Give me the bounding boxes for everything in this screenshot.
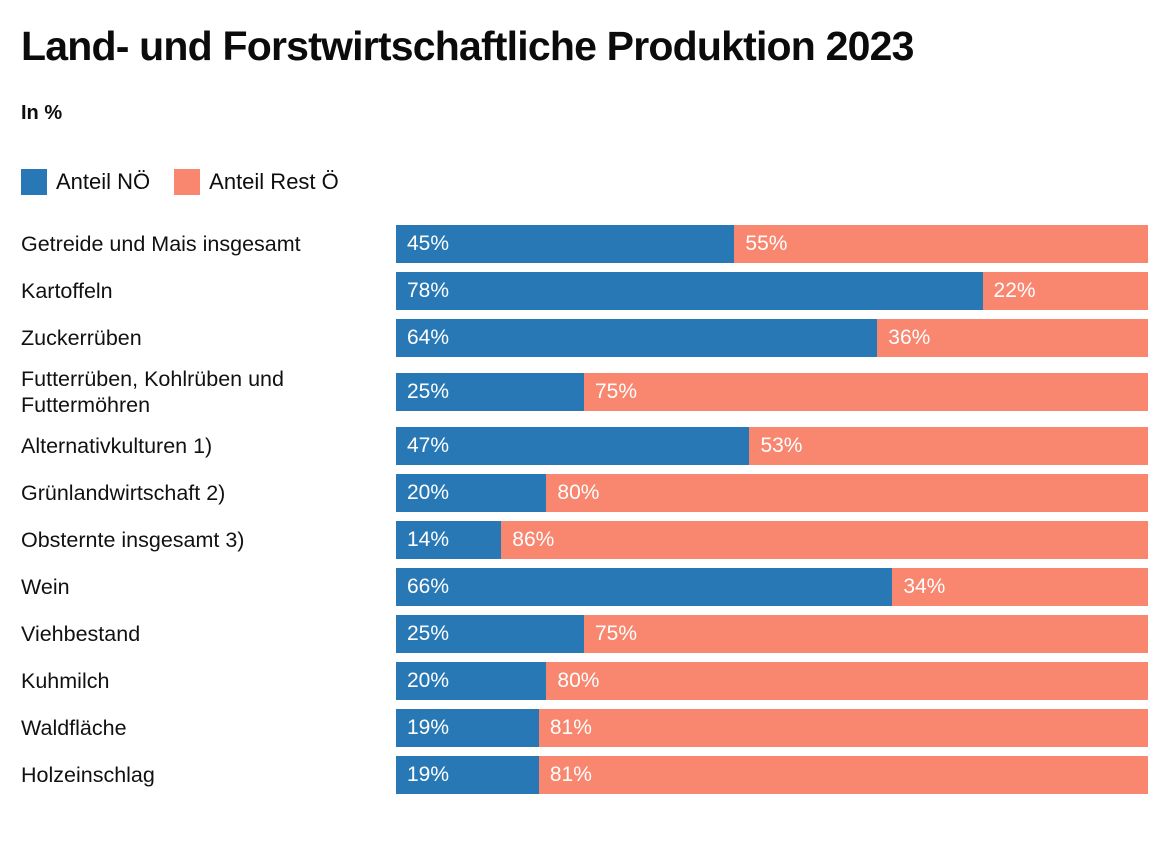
bar-segment-noe: 19% bbox=[396, 709, 539, 748]
legend-label-noe: Anteil NÖ bbox=[56, 168, 151, 194]
bar-segment-noe: 78% bbox=[396, 271, 983, 310]
bar-track: 25% 75% bbox=[396, 615, 1148, 654]
row-label: Getreide und Mais insgesamt bbox=[21, 231, 301, 256]
bar-value-noe: 64% bbox=[407, 325, 450, 349]
bar-segment-noe: 20% bbox=[396, 662, 547, 701]
bar-track: 20% 80% bbox=[396, 474, 1148, 513]
bar-value-noe: 19% bbox=[407, 763, 450, 787]
legend-item-noe: Anteil NÖ bbox=[21, 168, 151, 195]
bar-segment-noe: 25% bbox=[396, 373, 584, 412]
bar-value-noe: 14% bbox=[407, 528, 450, 552]
bar-segment-rest: 36% bbox=[877, 318, 1148, 357]
chart-row: Zuckerrüben 64% 36% bbox=[21, 318, 1148, 357]
bar-segment-rest: 80% bbox=[546, 662, 1148, 701]
bar-track: 64% 36% bbox=[396, 318, 1148, 357]
page-title: Land- und Forstwirtschaftliche Produktio… bbox=[21, 23, 914, 69]
bar-segment-noe: 25% bbox=[396, 615, 584, 654]
bar-segment-noe: 19% bbox=[396, 756, 539, 795]
bar-value-noe: 25% bbox=[407, 380, 450, 404]
bar-value-rest: 55% bbox=[745, 231, 788, 255]
chart-row: Viehbestand 25% 75% bbox=[21, 615, 1148, 654]
bar-segment-noe: 45% bbox=[396, 224, 735, 263]
row-label: Viehbestand bbox=[21, 622, 141, 647]
bar-segment-rest: 81% bbox=[538, 756, 1148, 795]
row-label: Grünlandwirtschaft 2) bbox=[21, 481, 226, 506]
bar-track: 25% 75% bbox=[396, 373, 1148, 412]
bar-value-noe: 45% bbox=[407, 231, 450, 255]
bar-value-rest: 75% bbox=[595, 380, 638, 404]
chart-row: Kuhmilch 20% 80% bbox=[21, 662, 1148, 701]
bar-track: 66% 34% bbox=[396, 568, 1148, 607]
chart-row: Alternativkulturen 1) 47% 53% bbox=[21, 427, 1148, 466]
bar-value-rest: 75% bbox=[595, 622, 638, 646]
stacked-bar-chart: Getreide und Mais insgesamt 45% 55% Kart… bbox=[21, 224, 1148, 795]
chart-row: Obsternte insgesamt 3) 14% 86% bbox=[21, 521, 1148, 560]
row-label: Wein bbox=[21, 575, 70, 600]
bar-value-rest: 81% bbox=[549, 763, 592, 787]
bar-value-rest: 81% bbox=[549, 716, 592, 740]
bar-value-noe: 78% bbox=[407, 278, 450, 302]
bar-segment-noe: 66% bbox=[396, 568, 893, 607]
bar-segment-rest: 53% bbox=[749, 427, 1148, 466]
bar-value-rest: 86% bbox=[512, 528, 555, 552]
bar-value-noe: 47% bbox=[407, 434, 450, 458]
bar-segment-noe: 14% bbox=[396, 521, 502, 560]
row-label: Obsternte insgesamt 3) bbox=[21, 528, 245, 553]
bar-segment-rest: 80% bbox=[546, 474, 1148, 513]
row-label: Kuhmilch bbox=[21, 669, 110, 694]
row-label: Alternativkulturen 1) bbox=[21, 434, 213, 459]
chart-row: Grünlandwirtschaft 2) 20% 80% bbox=[21, 474, 1148, 513]
chart-row: Wein 66% 34% bbox=[21, 568, 1148, 607]
chart-row: Futterrüben, Kohlrüben und Futtermöhren … bbox=[21, 366, 1148, 418]
bar-value-rest: 22% bbox=[993, 278, 1036, 302]
legend-swatch-rest-icon bbox=[174, 168, 201, 195]
row-label: Futterrüben, Kohlrüben und Futtermöhren bbox=[21, 366, 284, 418]
row-label: Waldfläche bbox=[21, 716, 127, 741]
legend-label-rest: Anteil Rest Ö bbox=[209, 168, 339, 194]
bar-track: 19% 81% bbox=[396, 709, 1148, 748]
bar-segment-noe: 20% bbox=[396, 474, 547, 513]
bar-track: 14% 86% bbox=[396, 521, 1148, 560]
bar-value-rest: 53% bbox=[760, 434, 803, 458]
row-label: Zuckerrüben bbox=[21, 325, 142, 350]
row-label: Holzeinschlag bbox=[21, 763, 155, 788]
bar-segment-rest: 34% bbox=[892, 568, 1148, 607]
bar-value-noe: 20% bbox=[407, 481, 450, 505]
bar-value-rest: 34% bbox=[903, 575, 946, 599]
bar-segment-rest: 81% bbox=[538, 709, 1148, 748]
bar-track: 19% 81% bbox=[396, 756, 1148, 795]
chart-row: Getreide und Mais insgesamt 45% 55% bbox=[21, 224, 1148, 263]
chart-row: Waldfläche 19% 81% bbox=[21, 709, 1148, 748]
bar-segment-noe: 64% bbox=[396, 318, 878, 357]
bar-segment-rest: 22% bbox=[982, 271, 1148, 310]
chart-row: Kartoffeln 78% 22% bbox=[21, 271, 1148, 310]
legend: Anteil NÖ Anteil Rest Ö bbox=[21, 168, 1148, 195]
bar-value-rest: 80% bbox=[557, 481, 600, 505]
bar-segment-rest: 86% bbox=[501, 521, 1148, 560]
chart-unit-subtitle: In % bbox=[21, 101, 63, 124]
bar-segment-rest: 75% bbox=[584, 615, 1148, 654]
bar-value-noe: 25% bbox=[407, 622, 450, 646]
legend-item-rest: Anteil Rest Ö bbox=[174, 168, 339, 195]
bar-track: 45% 55% bbox=[396, 224, 1148, 263]
bar-value-noe: 20% bbox=[407, 669, 450, 693]
bar-value-noe: 66% bbox=[407, 575, 450, 599]
chart-row: Holzeinschlag 19% 81% bbox=[21, 756, 1148, 795]
legend-swatch-noe-icon bbox=[21, 168, 47, 195]
bar-value-noe: 19% bbox=[407, 716, 450, 740]
bar-track: 47% 53% bbox=[396, 427, 1148, 466]
bar-segment-rest: 55% bbox=[734, 224, 1148, 263]
bar-segment-noe: 47% bbox=[396, 427, 750, 466]
bar-track: 78% 22% bbox=[396, 271, 1148, 310]
bar-segment-rest: 75% bbox=[584, 373, 1148, 412]
bar-track: 20% 80% bbox=[396, 662, 1148, 701]
row-label: Kartoffeln bbox=[21, 278, 113, 303]
bar-value-rest: 80% bbox=[557, 669, 600, 693]
bar-value-rest: 36% bbox=[888, 325, 931, 349]
